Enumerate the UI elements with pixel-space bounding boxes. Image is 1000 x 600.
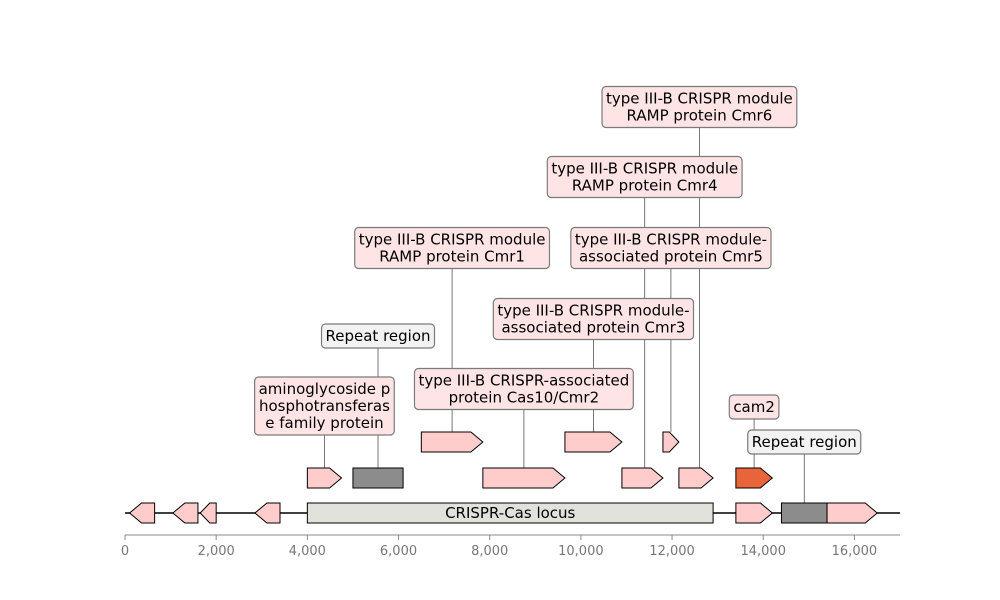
label-extra-1-line: type III-B CRISPR module <box>606 90 793 108</box>
label-cam2-line: cam2 <box>733 398 775 416</box>
axis-tick-label: 12,000 <box>649 544 695 559</box>
label-extra-0-line: RAMP protein Cmr4 <box>572 177 718 195</box>
axis-tick-label: 8,000 <box>471 544 508 559</box>
ruler-axis: 0 2,000 4,000 6,000 8,000 10,000 12,000 14,000 1… <box>121 534 900 559</box>
label-r2-text: Repeat region <box>752 433 857 451</box>
label-cam2-text: cam2 <box>733 398 775 416</box>
locus-box <box>306 502 714 524</box>
feature-g3 <box>199 502 217 524</box>
axis-tick-label: 6,000 <box>380 544 417 559</box>
feature-cmr1 <box>420 431 484 453</box>
label-r1-text: Repeat region <box>326 327 431 345</box>
label-extra-1-line: RAMP protein Cmr6 <box>627 107 773 125</box>
axis-tick-label: 14,000 <box>740 544 786 559</box>
label-cam2-box <box>728 394 780 420</box>
feature-g5 <box>735 502 774 524</box>
label-cmr3-line: type III-B CRISPR module- <box>497 302 689 320</box>
label-cmr3-line: associated protein Cmr3 <box>501 319 685 337</box>
label-cmr2-text: type III-B CRISPR-associated protein Cas1… <box>418 372 629 407</box>
feature-cmr3 <box>564 431 623 453</box>
label-aph: aminoglycoside p hosphotransferas e family… <box>254 376 395 436</box>
label-extra-0-text: type III-B CRISPR module RAMP protein Cmr… <box>551 160 738 195</box>
locus-label: CRISPR-Cas locus <box>445 504 575 522</box>
label-cmr2-box <box>413 367 634 411</box>
label-cmr2-line: type III-B CRISPR-associated <box>418 372 629 390</box>
label-extra-0-line: type III-B CRISPR module <box>551 160 738 178</box>
label-cmr2: type III-B CRISPR-associated protein Cas1… <box>413 367 634 411</box>
feature-g2 <box>172 502 199 524</box>
feature-aph <box>306 467 343 489</box>
feature-cmr6 <box>621 467 664 489</box>
feature-r1 <box>352 467 404 489</box>
label-cmr1-box <box>354 226 551 270</box>
label-cmr1-line: RAMP protein Cmr1 <box>379 248 525 266</box>
features: CRISPR-Cas locus <box>128 431 878 524</box>
label-r1: Repeat region <box>320 323 436 349</box>
label-extra-1: type III-B CRISPR module RAMP protein Cmr… <box>601 85 798 129</box>
label-r2-line: Repeat region <box>752 433 857 451</box>
label-cmr5: type III-B CRISPR module-associated prot… <box>570 226 772 270</box>
label-cmr5-line: type III-B CRISPR module- <box>575 231 767 249</box>
label-r1-line: Repeat region <box>326 327 431 345</box>
label-extra-1-text: type III-B CRISPR module RAMP protein Cmr… <box>606 90 793 125</box>
label-cmr3-box <box>492 297 695 341</box>
label-cmr1: type III-B CRISPR module RAMP protein Cmr… <box>354 226 551 270</box>
feature-r2 <box>780 502 828 524</box>
label-aph-box <box>254 376 395 436</box>
axis-tick-label: 2,000 <box>198 544 235 559</box>
feature-g6 <box>826 502 878 524</box>
label-aph-line: aminoglycoside p <box>259 380 391 398</box>
label-extra-0-box <box>546 155 743 199</box>
label-aph-line: hosphotransferas <box>259 397 390 415</box>
label-aph-text: aminoglycoside p hosphotransferas e family… <box>259 380 391 432</box>
feature-g4 <box>254 502 281 524</box>
label-cmr3-text: type III-B CRISPR module-associated prot… <box>497 302 689 337</box>
feature-cmr4 <box>678 467 714 489</box>
axis-tick-label: 0 <box>121 544 129 559</box>
label-cmr5-box <box>570 226 772 270</box>
feature-labels: Repeat region aminoglycoside p hosphotrans… <box>254 85 862 455</box>
axis-tick-label: 10,000 <box>558 544 604 559</box>
feature-g1 <box>128 502 156 524</box>
label-r2: Repeat region <box>747 429 862 455</box>
label-cmr3: type III-B CRISPR module-associated prot… <box>492 297 695 341</box>
axis-tick-label: 4,000 <box>289 544 326 559</box>
label-cam2: cam2 <box>728 394 780 420</box>
axis-tick-label: 16,000 <box>832 544 878 559</box>
label-cmr5-line: associated protein Cmr5 <box>579 248 763 266</box>
feature-cmr2 <box>482 467 566 489</box>
label-extra-1-box <box>601 85 798 129</box>
label-cmr1-text: type III-B CRISPR module RAMP protein Cmr… <box>359 231 546 266</box>
feature-cam2 <box>735 467 774 489</box>
label-extra-0: type III-B CRISPR module RAMP protein Cmr… <box>546 155 743 199</box>
label-cmr1-line: type III-B CRISPR module <box>359 231 546 249</box>
label-r2-box <box>747 429 862 455</box>
label-r1-box <box>320 323 436 349</box>
label-cmr2-line: protein Cas10/Cmr2 <box>449 389 600 407</box>
label-cmr5-text: type III-B CRISPR module-associated prot… <box>575 231 767 266</box>
label-aph-line: e family protein <box>265 414 383 432</box>
feature-cmr5 <box>662 431 680 453</box>
